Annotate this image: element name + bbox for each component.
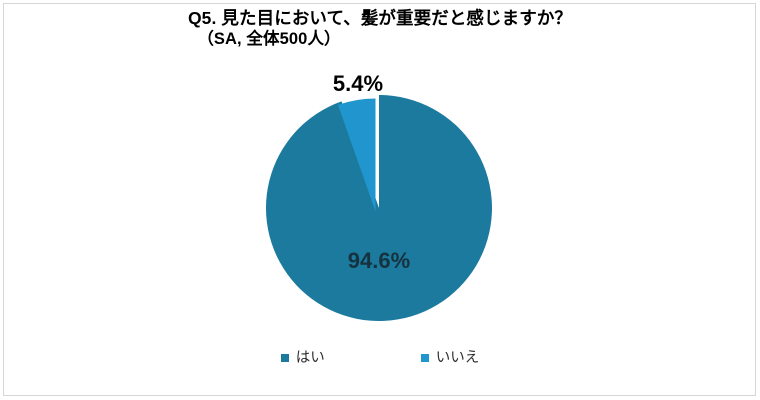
square-marker-icon bbox=[420, 354, 429, 363]
legend-item-hai[interactable]: はい bbox=[280, 350, 325, 366]
page-title: Q5. 見た目において、髪が重要だと感じますか？ （SA, 全体500人） bbox=[0, 7, 760, 51]
chart-title-line-2: （SA, 全体500人） bbox=[197, 30, 341, 49]
data-label-hai: 94.6% bbox=[347, 248, 411, 273]
pie-slice-iie[interactable] bbox=[338, 98, 376, 212]
square-marker-icon bbox=[280, 354, 289, 363]
pie-slice-hai[interactable] bbox=[265, 95, 492, 322]
chart-legend: はい いいえ bbox=[0, 351, 760, 366]
legend-item-iie[interactable]: いいえ bbox=[420, 350, 480, 366]
legend-label-iie: いいえ bbox=[435, 350, 480, 366]
data-label-iie: 5.4% bbox=[332, 71, 384, 96]
legend-label-hai: はい bbox=[295, 350, 325, 366]
chart-title-line-1: Q5. 見た目において、髪が重要だと感じますか？ bbox=[187, 8, 573, 28]
